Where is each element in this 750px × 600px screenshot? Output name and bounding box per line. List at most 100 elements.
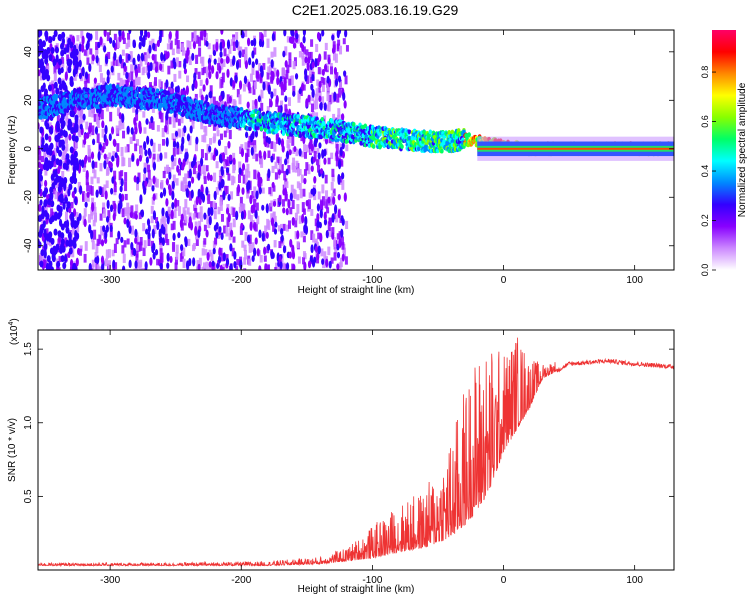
heatmap-cell [225,254,229,262]
heatmap-cell [236,89,240,98]
heatmap-cell [169,40,173,50]
heatmap-cell [113,209,117,217]
heatmap-cell [147,224,151,233]
heatmap-cell [331,227,335,235]
heatmap-cell [156,220,160,231]
heatmap-cell [100,187,104,198]
heatmap-cell [251,61,255,69]
heatmap-cell [321,30,325,37]
heatmap-cell [143,127,147,134]
heatmap-cell [38,145,41,155]
heatmap-cell [172,220,176,230]
heatmap-cell [115,59,119,67]
heatmap-cell [190,189,194,199]
heatmap-cell [90,176,94,185]
heatmap-cell [252,105,256,113]
heatmap-cell [53,65,57,75]
heatmap-cell [133,268,137,270]
heatmap-cell [138,41,142,50]
heatmap-cell [278,156,282,166]
heatmap-cell [228,95,232,104]
heatmap-cell [303,261,307,270]
heatmap-cell [317,67,321,75]
heatmap-cell [343,100,347,109]
heatmap-cell [152,42,156,51]
heatmap-cell [319,232,323,243]
heatmap-cell [265,135,269,143]
heatmap-cell [255,190,259,200]
heatmap-cell [254,237,258,245]
heatmap-cell [93,229,97,240]
heatmap-cell [48,135,52,143]
heatmap-cell [307,56,311,65]
heatmap-cell [55,94,59,99]
heatmap-cell [64,196,69,204]
heatmap-cell [134,68,139,78]
heatmap-cell [326,92,330,102]
heatmap-cell [58,149,63,157]
heatmap-cell [280,164,284,174]
heatmap-cell [232,218,236,228]
heatmap-cell [192,164,196,175]
heatmap-cell [255,58,259,66]
heatmap-cell [121,245,125,254]
heatmap-cell [38,230,43,238]
heatmap-cell [175,178,179,186]
heatmap-cell [215,161,219,169]
heatmap-cell [218,169,222,178]
heatmap-cell [228,44,232,54]
heatmap-cell [217,206,221,215]
heatmap-cell [203,238,207,245]
heatmap-cell [121,30,125,41]
heatmap-cell [194,141,198,152]
heatmap-cell [59,246,64,254]
heatmap-cell [304,56,308,64]
heatmap-cell [267,168,271,179]
heatmap-cell [238,80,243,90]
heatmap-cell [88,224,92,234]
heatmap-cell [174,262,178,270]
heatmap-cell [268,64,272,75]
heatmap-cell [201,67,205,76]
heatmap-cell [232,99,236,108]
heatmap-cell [284,104,288,112]
heatmap-cell [205,77,209,86]
heatmap-cell [56,260,61,268]
heatmap-cell [273,228,278,235]
heatmap-cell [93,169,97,179]
heatmap-cell [230,191,234,200]
heatmap-cell [60,42,65,50]
heatmap-cell [268,187,272,195]
heatmap-cell [310,209,314,216]
heatmap-cell [91,240,95,250]
heatmap-cell [298,88,302,95]
heatmap-cell [101,262,105,270]
heatmap-cell [316,203,321,212]
heatmap-cell [44,57,49,65]
heatmap-cell [333,204,338,215]
heatmap-cell [158,110,162,120]
heatmap-cell [60,255,65,263]
heatmap-cell [155,88,160,94]
heatmap-cell [171,160,175,170]
heatmap-cell [218,65,222,74]
heatmap-cell [113,170,117,180]
heatmap-cell [255,70,259,78]
heatmap-cell [118,112,122,120]
heatmap-cell [323,63,328,72]
heatmap-cell [122,37,126,44]
heatmap-cell [53,147,57,157]
heatmap-cell [138,125,142,135]
heatmap-cell [156,125,160,132]
heatmap-cell [121,156,125,167]
heatmap-cell [221,179,225,188]
heatmap-cell [242,174,246,184]
heatmap-cell [232,152,236,162]
heatmap-cell [290,75,294,86]
heatmap-cell [292,85,296,96]
heatmap-cell [84,192,88,202]
heatmap-cell [170,223,174,231]
heatmap-cell [84,71,89,80]
heatmap-cell [108,133,112,141]
heatmap-cell [208,145,212,153]
